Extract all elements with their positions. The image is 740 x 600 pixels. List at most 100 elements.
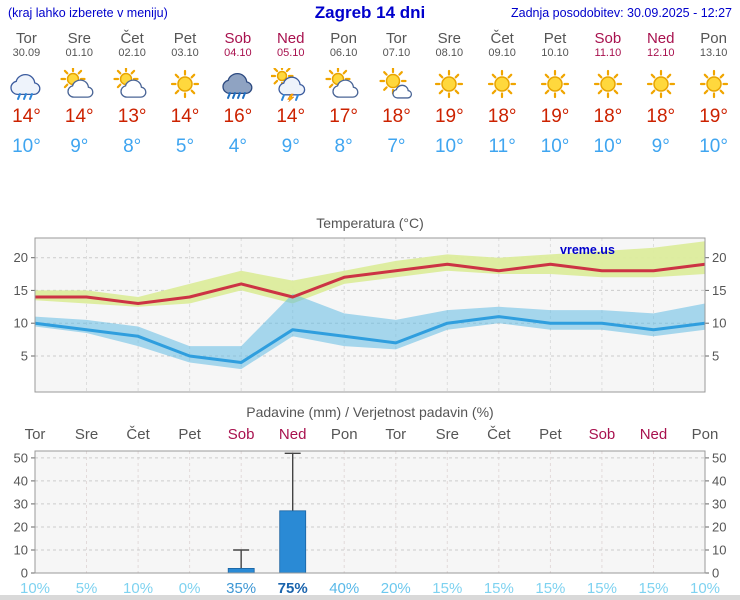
weather-icon-slot	[687, 68, 740, 102]
precip-probability-label: 40%	[329, 580, 360, 597]
tmin-label: 4°	[228, 136, 247, 157]
svg-text:10: 10	[14, 316, 28, 331]
tmax-label: 18°	[382, 106, 411, 127]
day-name-label: Sre	[437, 30, 461, 47]
tmax-label: 19°	[434, 106, 464, 127]
weather-icon-slot	[370, 67, 423, 102]
precip-day-label: Tor	[24, 426, 46, 443]
tmax-label: 14°	[12, 106, 41, 127]
precip-probability-label: 10%	[689, 580, 721, 597]
tmin-label: 8°	[334, 136, 353, 157]
sun-icon	[488, 69, 517, 99]
precip-day-label: Čet	[126, 426, 150, 443]
tmin-label: 10°	[434, 136, 464, 157]
heavy-rain-icon	[222, 72, 253, 99]
precip-day-label: Pon	[330, 426, 358, 443]
day-date-label: 03.10	[171, 47, 199, 59]
forecast-strip: Tor 30.09 14° 10° Sre 01.10 14° 9° Čet 02.10 13° 8°…	[0, 28, 740, 158]
day-name-label: Ned	[276, 30, 305, 47]
precip-probability-label: 20%	[380, 580, 411, 597]
tmin-label: 9°	[281, 136, 300, 157]
day-date-label: 13.10	[699, 47, 728, 59]
precip-probability-label: 15%	[535, 580, 566, 597]
temp-chart-title: Temperatura (°C)	[316, 215, 424, 231]
day-date-label: 04.10	[224, 47, 252, 59]
precip-probability-label: 0%	[178, 580, 201, 597]
precip-day-label: Ned	[278, 426, 307, 443]
day-date-label: 01.10	[65, 47, 94, 59]
precip-day-label: Sob	[227, 426, 255, 443]
day-date-label: 09.10	[488, 47, 516, 59]
forecast-day: Pon 06.10 17° 8°	[317, 28, 370, 158]
tmin-label: 10°	[540, 136, 570, 157]
forecast-day: Tor 07.10 18° 7°	[370, 28, 423, 158]
precip-probability-label: 10%	[123, 580, 154, 597]
svg-text:20: 20	[712, 520, 726, 535]
tmin-label: 9°	[651, 136, 670, 157]
precip-day-label: Sre	[435, 426, 459, 443]
tmax-label: 18°	[646, 106, 676, 127]
storm-shower-icon	[270, 64, 305, 103]
day-name-label: Čet	[120, 30, 144, 47]
svg-text:10: 10	[712, 543, 726, 558]
svg-text:40: 40	[712, 473, 726, 488]
day-name-label: Sre	[67, 30, 91, 47]
tmax-label: 18°	[593, 106, 623, 127]
forecast-day: Ned 05.10 14° 9°	[264, 28, 317, 158]
forecast-day: Sob 11.10 18° 10°	[581, 28, 634, 158]
day-name-label: Čet	[490, 30, 514, 47]
precip-probability-label: 5%	[75, 580, 98, 597]
svg-text:15: 15	[14, 283, 28, 298]
day-name-label: Sob	[594, 30, 622, 47]
forecast-day: Čet 02.10 13° 8°	[106, 28, 159, 158]
precip-day-label: Pet	[178, 426, 201, 443]
tmax-label: 19°	[540, 106, 570, 127]
weather-icon-slot	[106, 66, 159, 102]
precip-day-labels-row: Tor Sre Čet Pet Sob Ned Pon Tor Sre Čet Pet Sob Ned P…	[0, 426, 740, 444]
day-name-label: Pon	[330, 30, 357, 47]
precip-day-label: Tor	[385, 426, 407, 443]
precip-day-label: Čet	[487, 426, 511, 443]
forecast-day: Sre 01.10 14° 9°	[53, 28, 106, 158]
precip-probability-label: 75%	[277, 580, 308, 597]
svg-text:15: 15	[712, 283, 726, 298]
sun-icon	[170, 69, 200, 99]
day-name-label: Pon	[700, 30, 727, 47]
forecast-day: Čet 09.10 18° 11°	[476, 28, 529, 158]
day-name-label: Tor	[16, 30, 37, 47]
partly-icon	[113, 66, 147, 98]
tmin-label: 10°	[593, 136, 623, 157]
svg-text:0: 0	[712, 566, 719, 580]
precip-probability-row: 10% 5% 10% 0% 35% 75% 40% 20% 15% 15% 15% 15% 15% 10%	[0, 580, 740, 598]
tmax-label: 19°	[699, 106, 728, 127]
watermark-link[interactable]: vreme.us	[560, 243, 615, 257]
precip-probability-label: 15%	[586, 580, 617, 597]
day-name-label: Tor	[386, 30, 407, 47]
tmin-label: 9°	[70, 136, 89, 157]
tmin-label: 10°	[12, 136, 41, 157]
precip-probability-label: 15%	[638, 580, 669, 597]
precip-probability-label: 15%	[432, 580, 463, 597]
svg-text:0: 0	[21, 566, 28, 580]
tmax-label: 18°	[487, 106, 517, 127]
last-update-label: Zadnja posodobitev: 30.09.2025 - 12:27	[510, 6, 732, 20]
day-name-label: Sob	[224, 30, 252, 47]
day-name-label: Pet	[543, 30, 567, 47]
day-date-label: 05.10	[276, 47, 305, 59]
weather-icon-slot	[529, 68, 582, 102]
day-date-label: 12.10	[646, 47, 675, 59]
tmin-label: 7°	[387, 136, 406, 157]
svg-text:50: 50	[712, 450, 726, 465]
precipitation-chart: 0 0 10 10 20 20 30 30 40 40 50 50	[14, 450, 727, 580]
precip-probability-label: 15%	[483, 580, 514, 597]
forecast-day: Pon 13.10 19° 10°	[687, 28, 740, 158]
svg-text:40: 40	[14, 473, 28, 488]
precip-day-label: Pon	[691, 426, 719, 443]
weather-icon-slot	[476, 68, 529, 102]
weather-icon-slot	[53, 66, 106, 102]
footer-strip	[0, 595, 740, 600]
rain-icon	[10, 73, 41, 100]
weather-icon-slot	[0, 68, 53, 102]
location-menu-hint: (kraj lahko izberete v meniju)	[8, 6, 168, 20]
forecast-day: Pet 10.10 19° 10°	[529, 28, 582, 158]
